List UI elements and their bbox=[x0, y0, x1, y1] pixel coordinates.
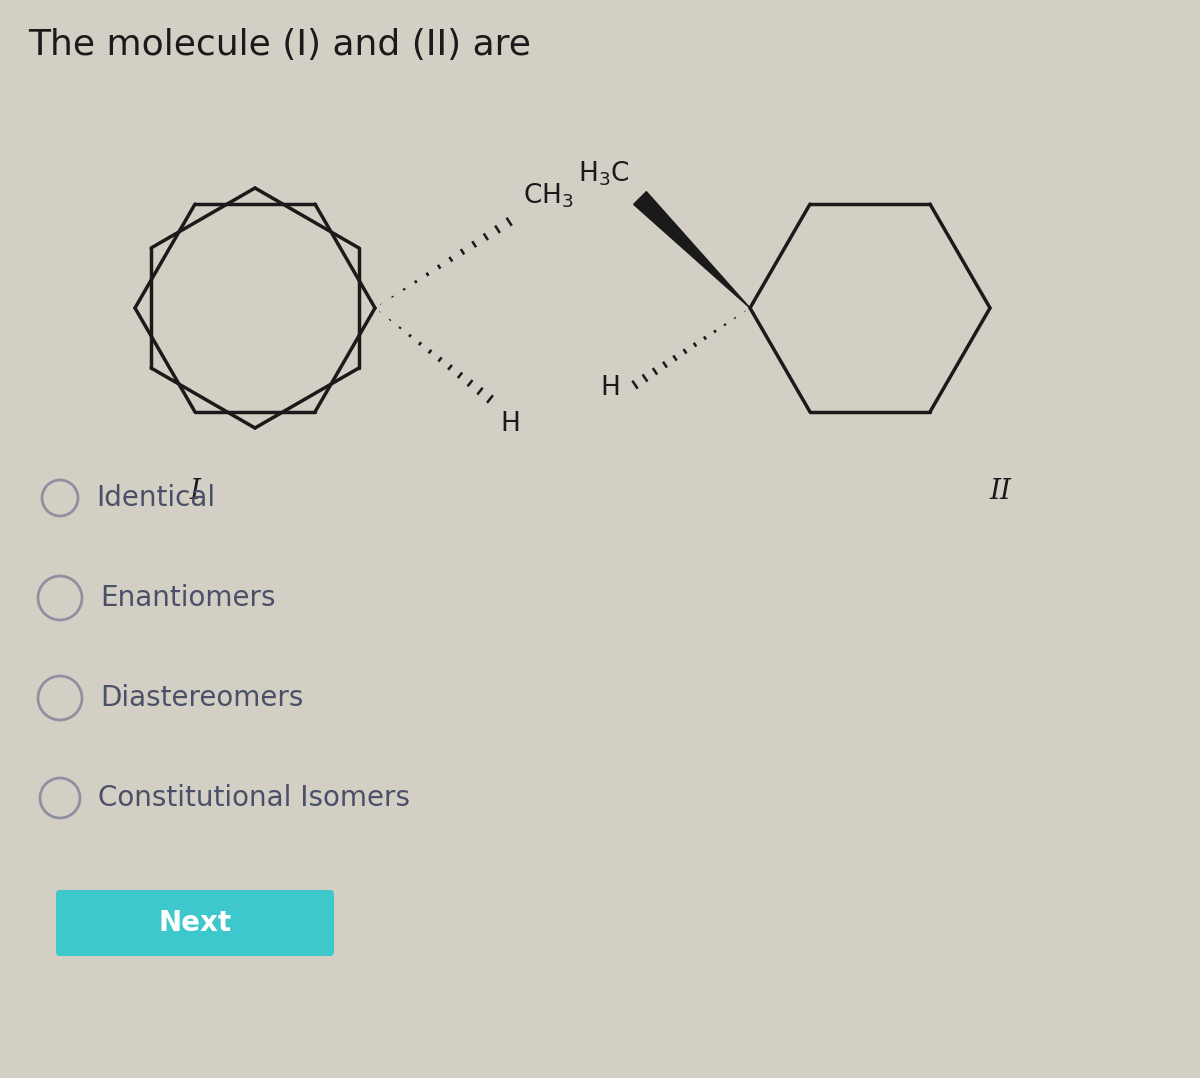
Text: Constitutional Isomers: Constitutional Isomers bbox=[98, 784, 410, 812]
Text: II: II bbox=[989, 478, 1010, 505]
Text: H: H bbox=[500, 411, 520, 437]
Text: Enantiomers: Enantiomers bbox=[100, 584, 276, 612]
Text: The molecule (I) and (II) are: The molecule (I) and (II) are bbox=[28, 28, 530, 63]
Text: CH$_3$: CH$_3$ bbox=[523, 181, 574, 210]
Text: Diastereomers: Diastereomers bbox=[100, 685, 304, 711]
Text: Next: Next bbox=[158, 909, 232, 937]
Text: H: H bbox=[600, 375, 620, 401]
Polygon shape bbox=[634, 192, 750, 308]
Text: Identical: Identical bbox=[96, 484, 215, 512]
FancyBboxPatch shape bbox=[56, 890, 334, 956]
Text: I: I bbox=[190, 478, 200, 505]
Text: H$_3$C: H$_3$C bbox=[578, 160, 630, 188]
